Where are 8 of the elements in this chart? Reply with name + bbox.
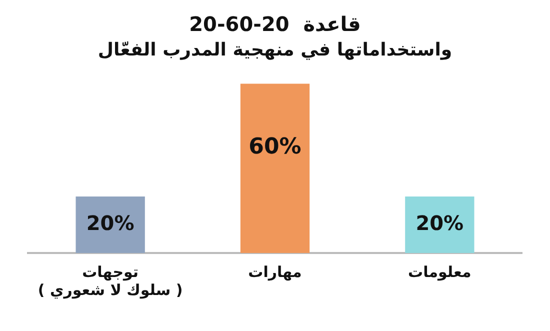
x-tick-label: معلومات bbox=[408, 262, 472, 281]
x-tick-label: مهارات bbox=[248, 262, 302, 281]
chart-subtitle: واستخداماتها في منهجية المدرب الفعّال bbox=[98, 39, 452, 60]
data-label: 20% bbox=[416, 210, 464, 235]
data-label: 60% bbox=[248, 134, 302, 160]
chart-title: قاعدة 20-60-20 bbox=[189, 12, 361, 36]
data-label: 20% bbox=[86, 210, 134, 235]
x-tick-label: توجهات ( سلوك لا شعوري ) bbox=[38, 262, 183, 299]
